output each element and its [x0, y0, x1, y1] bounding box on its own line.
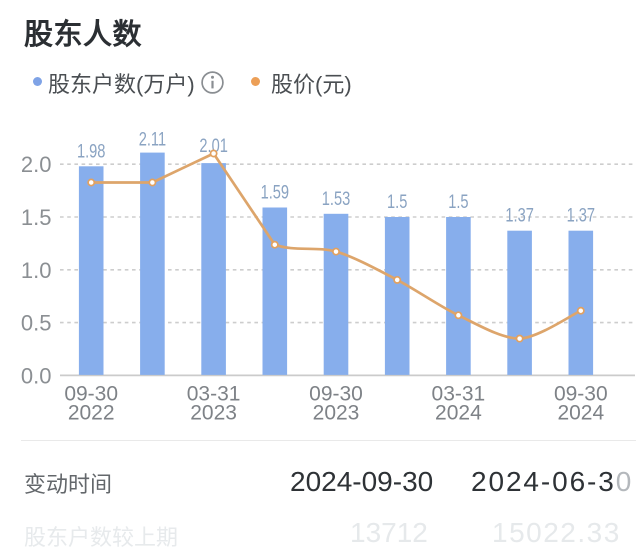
svg-text:1.53: 1.53	[322, 188, 350, 209]
svg-text:09-30: 09-30	[309, 383, 363, 406]
svg-text:2024: 2024	[557, 402, 604, 425]
svg-text:2.01: 2.01	[199, 135, 227, 156]
svg-text:1.37: 1.37	[505, 205, 533, 226]
svg-text:09-30: 09-30	[554, 383, 608, 406]
svg-text:2024: 2024	[435, 402, 482, 425]
svg-text:0.0: 0.0	[21, 363, 52, 388]
svg-text:1.0: 1.0	[21, 258, 52, 283]
svg-text:03-31: 03-31	[432, 383, 486, 406]
svg-text:1.5: 1.5	[387, 191, 407, 212]
svg-text:2.0: 2.0	[21, 152, 52, 177]
svg-text:2023: 2023	[190, 402, 237, 425]
svg-text:1.59: 1.59	[261, 182, 289, 203]
svg-text:2.11: 2.11	[139, 129, 166, 150]
svg-text:03-31: 03-31	[187, 383, 241, 406]
svg-text:0.5: 0.5	[21, 311, 52, 336]
svg-text:2023: 2023	[313, 402, 360, 425]
svg-text:1.37: 1.37	[567, 205, 595, 226]
svg-text:1.98: 1.98	[77, 140, 105, 161]
svg-text:2022: 2022	[68, 402, 115, 425]
svg-text:1.5: 1.5	[21, 205, 52, 230]
svg-text:1.5: 1.5	[448, 191, 468, 212]
svg-text:09-30: 09-30	[64, 383, 118, 406]
